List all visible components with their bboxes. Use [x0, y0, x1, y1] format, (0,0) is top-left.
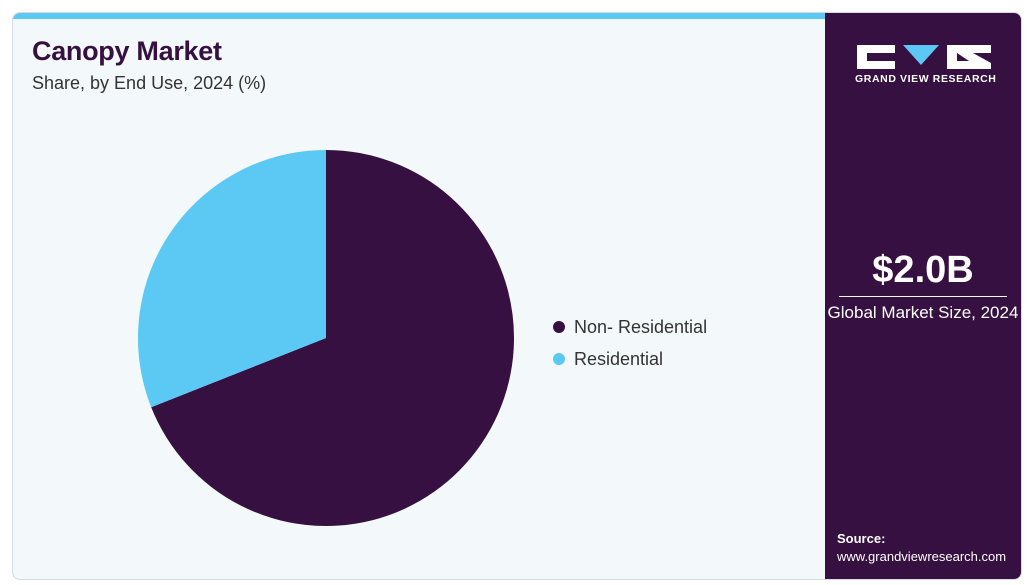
pie-chart — [138, 150, 514, 526]
market-size-label: Global Market Size, 2024 — [827, 303, 1019, 322]
side-panel: GRAND VIEW RESEARCH $2.0B Global Market … — [825, 13, 1021, 579]
brand-name: GRAND VIEW RESEARCH — [855, 73, 997, 85]
grand-view-research-logo — [857, 45, 991, 69]
chart-subtitle: Share, by End Use, 2024 (%) — [32, 73, 267, 93]
chart-legend: Non- Residential Residential — [553, 311, 707, 375]
legend-swatch — [553, 321, 565, 333]
chart-title: Canopy Market — [32, 36, 222, 66]
legend-swatch — [553, 353, 565, 365]
legend-item: Non- Residential — [553, 311, 707, 343]
pie-slice-residential — [138, 150, 326, 408]
source-url[interactable]: www.grandviewresearch.com — [837, 549, 1007, 564]
source-label: Source: — [837, 531, 886, 546]
legend-label: Non- Residential — [574, 316, 708, 337]
divider — [839, 296, 1007, 297]
market-size-value: $2.0B — [872, 249, 974, 291]
legend-label: Residential — [574, 348, 664, 369]
accent-top-bar — [13, 13, 825, 19]
chart-card: Canopy Market Share, by End Use, 2024 (%… — [12, 12, 1022, 580]
legend-item: Residential — [553, 343, 707, 375]
pie-slice-non-residential — [151, 150, 514, 526]
